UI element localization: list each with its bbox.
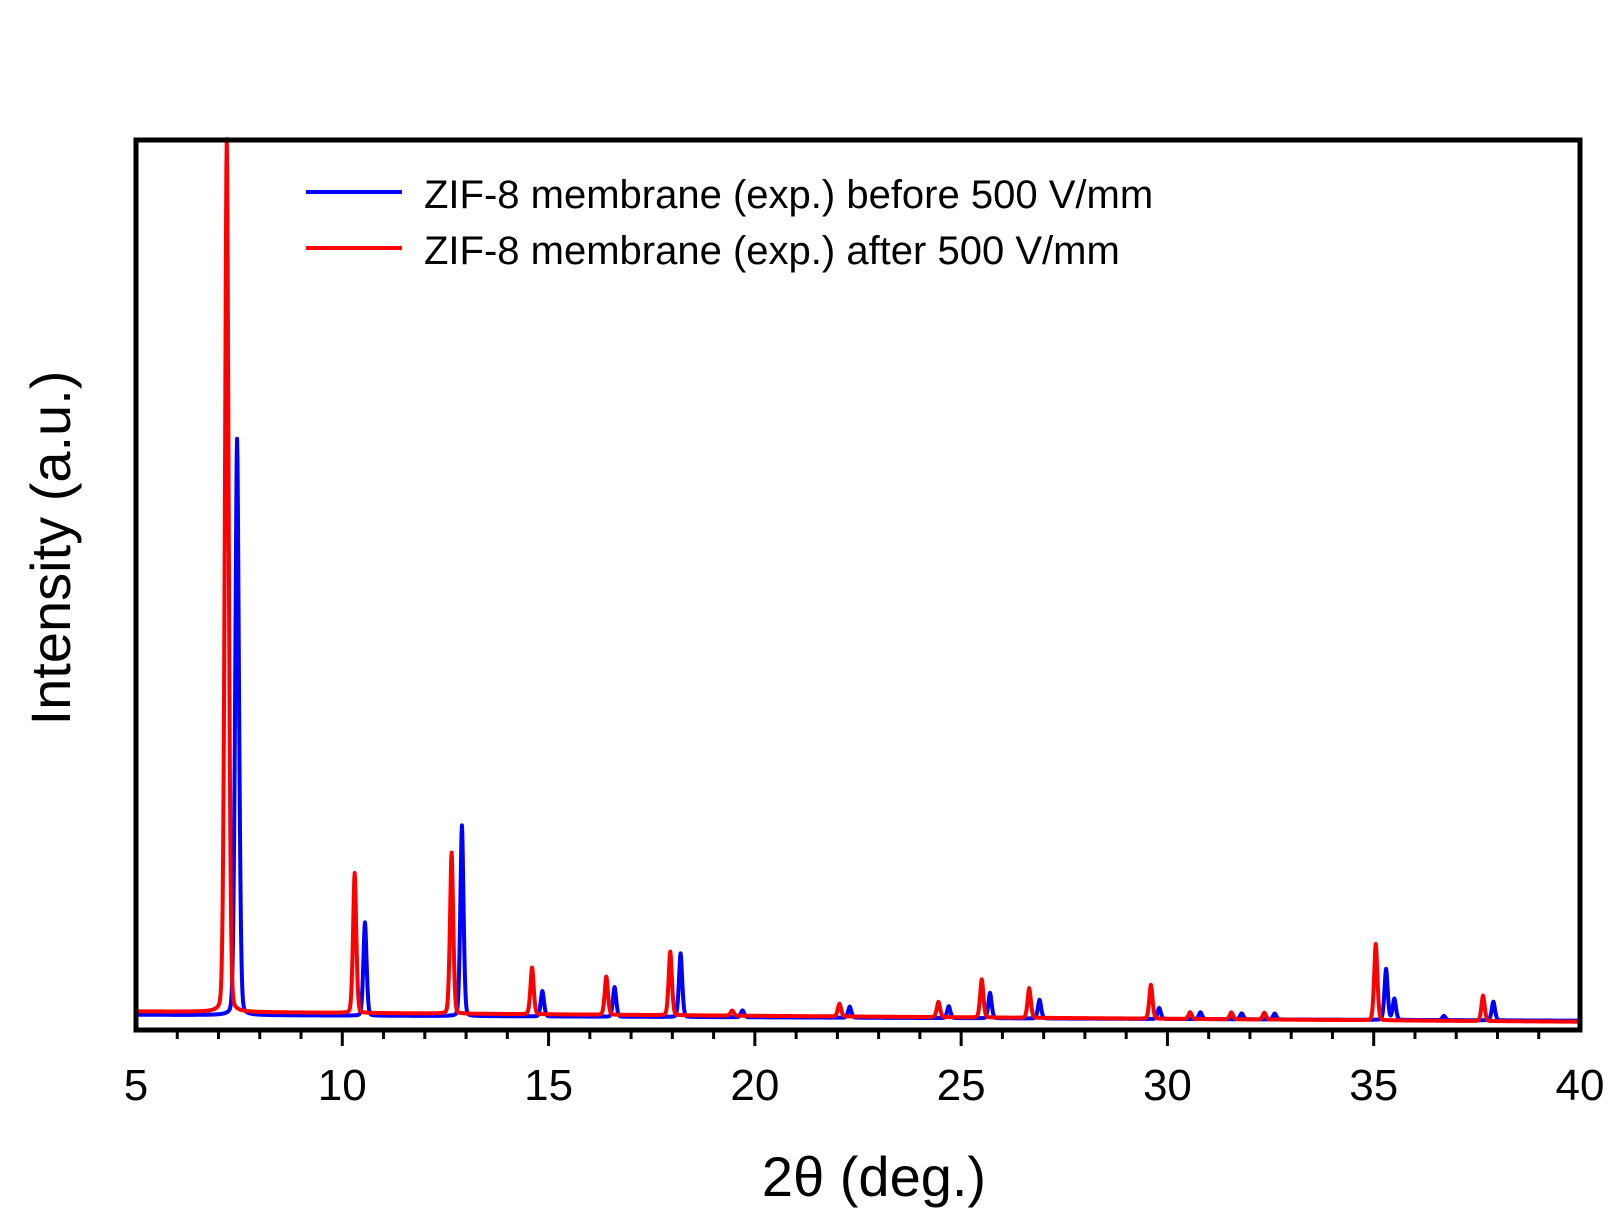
- x-tick-label: 15: [524, 1061, 573, 1110]
- x-tick-label: 20: [730, 1061, 779, 1110]
- series-line-after: [134, 136, 1582, 1024]
- plot-frame: [133, 137, 1583, 1033]
- x-tick-label: 35: [1349, 1061, 1398, 1110]
- x-tick-label: 30: [1143, 1061, 1192, 1110]
- x-axis-title: 2θ (deg.): [762, 1145, 986, 1208]
- x-axis-ticks: 5 10 15 20 25 30 35 40: [124, 1030, 1605, 1110]
- plot-area: [134, 136, 1582, 1024]
- y-axis-title: Intensity (a.u.): [19, 371, 82, 726]
- x-tick-label: 25: [937, 1061, 986, 1110]
- legend-label: ZIF-8 membrane (exp.) before 500 V/mm: [424, 173, 1153, 217]
- x-tick-label: 5: [124, 1061, 148, 1110]
- x-tick-label: 10: [318, 1061, 367, 1110]
- legend: ZIF-8 membrane (exp.) before 500 V/mm ZIF…: [306, 173, 1153, 273]
- legend-label: ZIF-8 membrane (exp.) after 500 V/mm: [424, 229, 1120, 273]
- x-tick-label: 40: [1556, 1061, 1605, 1110]
